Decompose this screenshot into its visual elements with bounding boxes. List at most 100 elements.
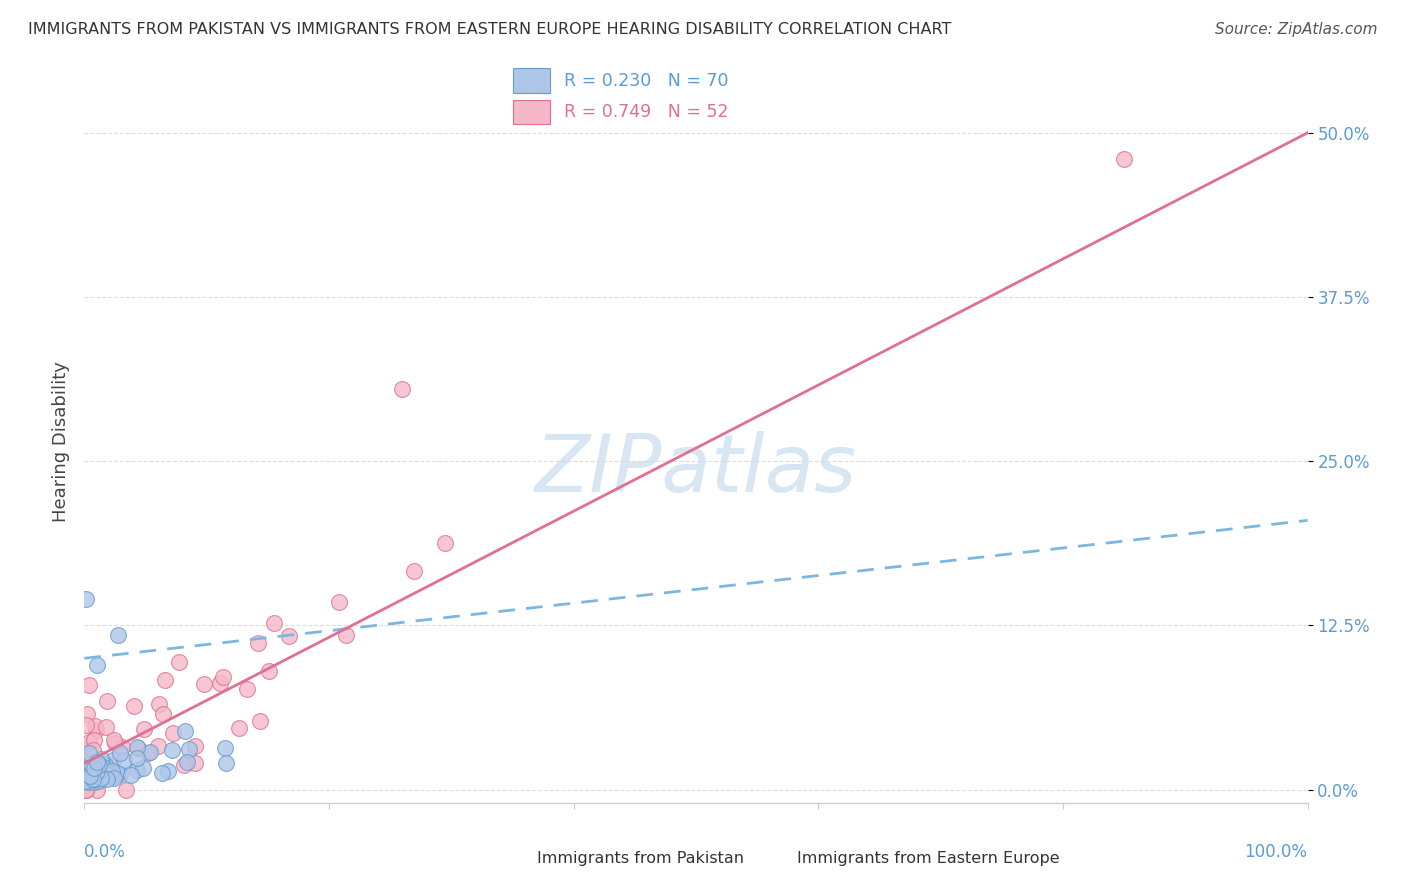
Point <box>76 706 98 721</box>
Text: R = 0.230   N = 70: R = 0.230 N = 70 <box>564 71 728 89</box>
Point <box>79 762 101 776</box>
Point <box>90 756 112 771</box>
Point <box>82 765 104 780</box>
Bar <box>513 100 550 124</box>
Point <box>148 697 170 711</box>
Point <box>82 743 104 757</box>
Point <box>391 382 413 396</box>
Point <box>105 766 128 780</box>
Point <box>434 536 457 550</box>
Point <box>76 755 98 769</box>
Point <box>335 627 357 641</box>
Point <box>97 767 120 781</box>
Point <box>75 592 97 607</box>
Point <box>96 772 118 786</box>
Point <box>160 743 183 757</box>
Point <box>157 764 180 778</box>
Point <box>246 636 269 650</box>
Point <box>127 763 149 777</box>
Point <box>101 764 124 779</box>
Point <box>139 745 162 759</box>
Point <box>215 756 238 770</box>
Text: IMMIGRANTS FROM PAKISTAN VS IMMIGRANTS FROM EASTERN EUROPE HEARING DISABILITY CO: IMMIGRANTS FROM PAKISTAN VS IMMIGRANTS F… <box>28 22 952 37</box>
Point <box>114 782 136 797</box>
Point <box>152 707 174 722</box>
Point <box>82 772 104 786</box>
Point <box>259 665 281 679</box>
Point <box>173 757 195 772</box>
Text: Source: ZipAtlas.com: Source: ZipAtlas.com <box>1215 22 1378 37</box>
Point <box>97 766 120 780</box>
Point <box>100 758 122 772</box>
Point <box>103 736 125 750</box>
Point <box>184 756 207 770</box>
Point <box>91 760 114 774</box>
Point <box>108 747 131 761</box>
Point <box>146 739 169 754</box>
Point <box>91 766 114 780</box>
Text: 100.0%: 100.0% <box>1244 843 1308 861</box>
Text: R = 0.749   N = 52: R = 0.749 N = 52 <box>564 103 728 121</box>
Point <box>77 735 100 749</box>
Point <box>162 726 184 740</box>
Point <box>127 739 149 754</box>
Point <box>176 755 198 769</box>
Point <box>107 627 129 641</box>
Point <box>89 767 111 781</box>
Point <box>73 738 96 752</box>
Point <box>84 771 107 785</box>
Point <box>136 746 159 760</box>
Point <box>328 594 350 608</box>
Point <box>77 746 100 760</box>
Point <box>80 770 103 784</box>
Point <box>132 761 155 775</box>
Point <box>236 681 259 696</box>
Point <box>124 699 146 714</box>
Point <box>79 760 101 774</box>
Point <box>75 782 97 797</box>
Point <box>167 655 190 669</box>
Point <box>80 768 103 782</box>
Point <box>84 718 107 732</box>
Point <box>84 765 107 780</box>
Point <box>153 673 176 687</box>
Point <box>86 759 108 773</box>
Point <box>184 739 207 753</box>
Point <box>98 768 121 782</box>
Point <box>83 774 105 789</box>
Point <box>96 694 118 708</box>
Point <box>87 773 110 788</box>
Point <box>263 616 285 631</box>
Bar <box>513 69 550 93</box>
Point <box>103 733 125 747</box>
Point <box>89 772 111 787</box>
Point <box>86 757 108 772</box>
Point <box>87 773 110 788</box>
Point <box>120 768 142 782</box>
Point <box>1114 152 1136 166</box>
Point <box>83 770 105 784</box>
Point <box>277 629 299 643</box>
Point <box>83 733 105 747</box>
Point <box>86 755 108 769</box>
Point <box>93 757 115 772</box>
Point <box>402 564 425 578</box>
Point <box>249 714 271 728</box>
Point <box>104 769 127 783</box>
Point <box>83 768 105 782</box>
Point <box>87 758 110 772</box>
Point <box>174 724 197 739</box>
Point <box>75 782 97 797</box>
Point <box>89 772 111 787</box>
Point <box>214 741 236 756</box>
Point <box>75 782 97 797</box>
Point <box>79 764 101 778</box>
Point <box>134 722 156 736</box>
Point <box>101 753 124 767</box>
Point <box>90 752 112 766</box>
Point <box>177 742 200 756</box>
Text: ZIPatlas: ZIPatlas <box>534 432 858 509</box>
Point <box>84 764 107 779</box>
Point <box>86 782 108 797</box>
Point <box>208 676 231 690</box>
